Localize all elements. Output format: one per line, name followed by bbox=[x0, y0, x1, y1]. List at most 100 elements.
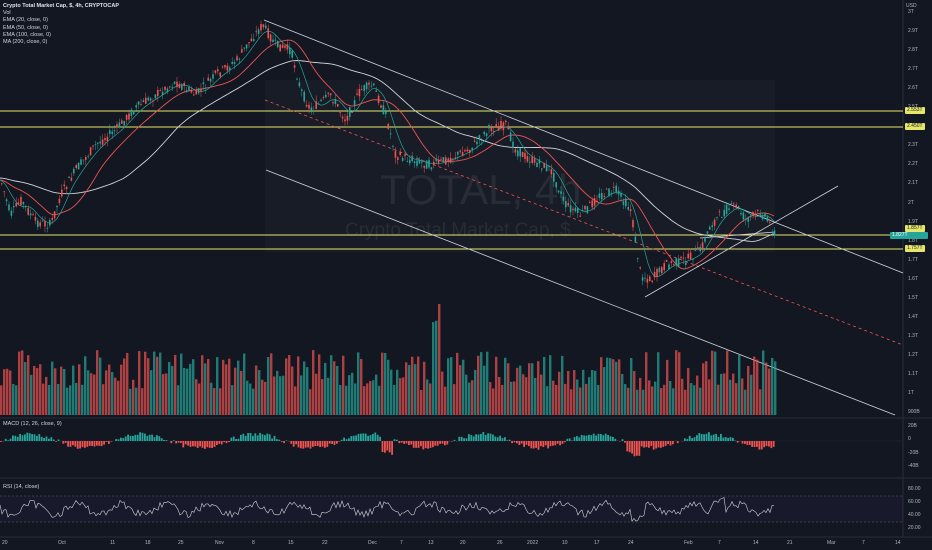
candle bbox=[214, 70, 217, 73]
volume-bar bbox=[303, 361, 306, 415]
candle bbox=[572, 208, 574, 211]
candle bbox=[147, 97, 149, 101]
volume-bar bbox=[291, 366, 294, 415]
volume-bar bbox=[30, 374, 33, 415]
macd-bar bbox=[607, 435, 609, 441]
macd-bar bbox=[696, 435, 698, 441]
volume-bar bbox=[120, 364, 123, 415]
volume-bar bbox=[525, 377, 528, 415]
candle bbox=[603, 195, 605, 197]
volume-bar bbox=[672, 388, 675, 415]
volume-bar bbox=[138, 351, 141, 415]
volume-bar bbox=[768, 368, 771, 415]
candle bbox=[255, 31, 257, 33]
legend-ema50[interactable]: EMA (50, close, 0) bbox=[3, 24, 48, 31]
candle bbox=[293, 65, 296, 68]
candle bbox=[121, 120, 123, 124]
candle bbox=[159, 89, 161, 91]
candle bbox=[356, 93, 358, 95]
candle bbox=[63, 184, 65, 186]
macd-bar bbox=[170, 441, 173, 444]
macd-bar bbox=[765, 441, 768, 447]
candle bbox=[579, 215, 581, 217]
volume-bar bbox=[663, 384, 666, 415]
macd-bar bbox=[501, 438, 504, 441]
macd-bar bbox=[67, 441, 69, 447]
macd-bar bbox=[321, 441, 324, 447]
macd-bar bbox=[24, 434, 26, 441]
macd-bar bbox=[340, 439, 343, 441]
macd-bar bbox=[14, 435, 17, 441]
candle bbox=[442, 157, 445, 162]
macd-bar bbox=[470, 435, 473, 441]
candle bbox=[202, 82, 205, 84]
volume-bar bbox=[75, 382, 78, 415]
candle bbox=[154, 94, 157, 99]
macd-bar bbox=[249, 433, 252, 441]
time-axis-label: 15 bbox=[288, 540, 294, 546]
candle bbox=[173, 81, 176, 84]
macd-bar bbox=[720, 433, 722, 441]
candle bbox=[428, 159, 430, 168]
macd-bar bbox=[96, 441, 98, 446]
candle bbox=[25, 205, 27, 207]
macd-bar bbox=[220, 441, 223, 445]
volume-bar bbox=[114, 377, 117, 415]
macd-bar bbox=[540, 441, 542, 447]
macd-bar bbox=[9, 438, 12, 441]
rsi-title[interactable]: RSI (14, close) bbox=[3, 484, 40, 490]
candle bbox=[253, 39, 255, 41]
legend-ema20[interactable]: EMA (20, close, 0) bbox=[3, 17, 48, 24]
volume-bar bbox=[234, 367, 237, 415]
volume-bar bbox=[204, 363, 207, 415]
macd-bar bbox=[232, 436, 235, 441]
candle bbox=[325, 94, 327, 98]
macd-bar bbox=[362, 433, 365, 441]
macd-bar bbox=[69, 441, 72, 447]
price-axis-label: 2.2T bbox=[908, 161, 919, 168]
symbol-title[interactable]: Crypto Total Market Cap, $, 4h, CRYPTOCA… bbox=[3, 3, 120, 9]
candle bbox=[569, 205, 572, 213]
volume-bar bbox=[726, 350, 729, 415]
candle bbox=[128, 113, 130, 120]
candle bbox=[543, 163, 545, 168]
legend-ema100[interactable]: EMA (100, close, 0) bbox=[3, 31, 51, 38]
macd-bar bbox=[256, 435, 259, 441]
price-axis-label: 3T bbox=[908, 9, 914, 15]
macd-bar bbox=[4, 438, 7, 441]
volume-bar bbox=[735, 383, 738, 415]
volume-bar bbox=[42, 383, 45, 415]
legend-ma200[interactable]: MA (200, close, 0) bbox=[3, 39, 48, 46]
volume-bar bbox=[219, 388, 222, 415]
macd-bar bbox=[223, 441, 225, 443]
volume-bar bbox=[462, 359, 465, 415]
candle bbox=[183, 83, 185, 86]
volume-bar bbox=[729, 379, 732, 415]
candle bbox=[685, 262, 687, 265]
volume-bar bbox=[162, 374, 165, 415]
volume-bar bbox=[297, 356, 300, 415]
candle bbox=[17, 202, 20, 204]
macd-bar bbox=[472, 436, 475, 441]
candle bbox=[754, 213, 757, 216]
volume-bar bbox=[546, 386, 549, 415]
candle bbox=[531, 156, 533, 164]
macd-bar bbox=[648, 441, 650, 448]
candle bbox=[550, 169, 553, 175]
volume-bar bbox=[387, 359, 390, 415]
volume-bar bbox=[483, 365, 486, 415]
macd-bar bbox=[38, 434, 41, 441]
volume-bar bbox=[651, 386, 654, 415]
volume-bar bbox=[666, 359, 669, 415]
legend-vol[interactable]: Vol bbox=[3, 10, 11, 17]
volume-bar bbox=[690, 383, 693, 415]
candle bbox=[327, 92, 329, 94]
macd-title[interactable]: MACD (12, 26, close, 9) bbox=[3, 421, 62, 427]
candle bbox=[749, 216, 752, 218]
candle bbox=[286, 44, 289, 50]
macd-bar bbox=[520, 441, 523, 444]
macd-bar bbox=[290, 441, 293, 444]
candle bbox=[361, 89, 363, 91]
candle bbox=[308, 104, 310, 109]
